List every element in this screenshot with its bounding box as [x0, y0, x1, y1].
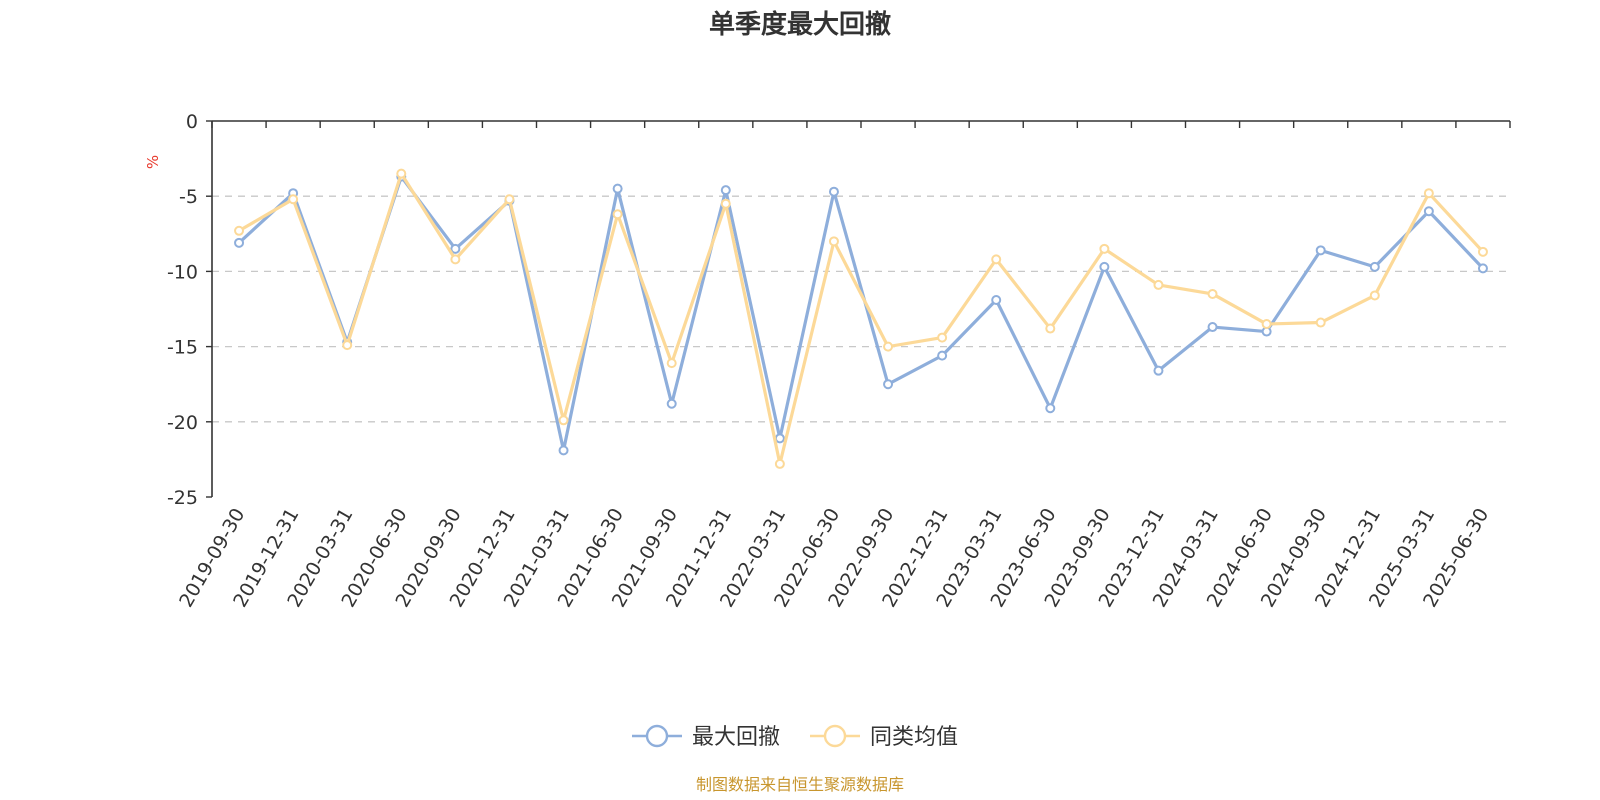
legend-label: 同类均值	[870, 725, 958, 750]
data-point[interactable]	[883, 341, 894, 352]
data-point[interactable]	[828, 236, 839, 247]
data-point[interactable]	[612, 209, 623, 220]
data-point[interactable]	[288, 194, 299, 205]
series-layer	[234, 168, 1488, 469]
data-point[interactable]	[666, 358, 677, 369]
data-point[interactable]	[558, 415, 569, 426]
data-point[interactable]	[1207, 322, 1218, 333]
data-point[interactable]	[937, 350, 948, 361]
data-point[interactable]	[1099, 261, 1110, 272]
grid-lines	[212, 195, 1510, 423]
legend-item[interactable]: 最大回撤	[632, 724, 780, 750]
data-point[interactable]	[1315, 317, 1326, 328]
legend: 最大回撤 同类均值	[632, 724, 958, 750]
data-point[interactable]	[1423, 188, 1434, 199]
legend-marker	[645, 724, 669, 748]
data-point[interactable]	[234, 237, 245, 248]
series-1	[234, 171, 1488, 456]
y-tick-label: -20	[167, 412, 198, 434]
chart-title: 单季度最大回撤	[709, 9, 891, 40]
series-2	[234, 168, 1488, 469]
y-axis-tick-labels: 0 -5 -10 -15 -20 -25	[167, 111, 198, 509]
data-point[interactable]	[828, 186, 839, 197]
data-point[interactable]	[720, 185, 731, 196]
data-point[interactable]	[1099, 243, 1110, 254]
data-point[interactable]	[1369, 261, 1380, 272]
data-point[interactable]	[1045, 403, 1056, 414]
data-source-note: 制图数据来自恒生聚源数据库	[696, 775, 904, 794]
data-point[interactable]	[450, 254, 461, 265]
data-point[interactable]	[342, 340, 353, 351]
y-tick-label: -25	[167, 487, 198, 509]
y-tick-label: -15	[167, 337, 198, 359]
x-axis-tick-labels: 2019-09-302019-12-312020-03-312020-06-30…	[175, 504, 1493, 611]
legend-item[interactable]: 同类均值	[810, 724, 958, 750]
data-point[interactable]	[450, 243, 461, 254]
data-point[interactable]	[1153, 279, 1164, 290]
data-point[interactable]	[774, 458, 785, 469]
axes	[206, 120, 1511, 498]
legend-label: 最大回撤	[692, 725, 780, 750]
data-point[interactable]	[1315, 245, 1326, 256]
data-point[interactable]	[991, 294, 1002, 305]
data-point[interactable]	[1369, 290, 1380, 301]
data-point[interactable]	[1153, 365, 1164, 376]
data-point[interactable]	[612, 183, 623, 194]
data-point[interactable]	[991, 254, 1002, 265]
data-point[interactable]	[558, 445, 569, 456]
data-point[interactable]	[1477, 263, 1488, 274]
data-point[interactable]	[666, 398, 677, 409]
data-point[interactable]	[937, 332, 948, 343]
data-point[interactable]	[504, 194, 515, 205]
series-line	[237, 175, 1485, 452]
data-point[interactable]	[1045, 323, 1056, 334]
data-point[interactable]	[883, 379, 894, 390]
data-point[interactable]	[396, 168, 407, 179]
data-point[interactable]	[1207, 288, 1218, 299]
data-point[interactable]	[720, 198, 731, 209]
y-tick-label: -5	[179, 186, 198, 208]
y-tick-label: 0	[186, 111, 198, 133]
legend-marker	[823, 724, 847, 748]
data-point[interactable]	[234, 225, 245, 236]
data-point[interactable]	[774, 433, 785, 444]
y-axis-unit-label: %	[144, 155, 162, 169]
data-point[interactable]	[1423, 206, 1434, 217]
data-point[interactable]	[1261, 319, 1272, 330]
y-tick-label: -10	[167, 261, 198, 283]
data-point[interactable]	[1477, 246, 1488, 257]
series-line	[237, 172, 1485, 466]
